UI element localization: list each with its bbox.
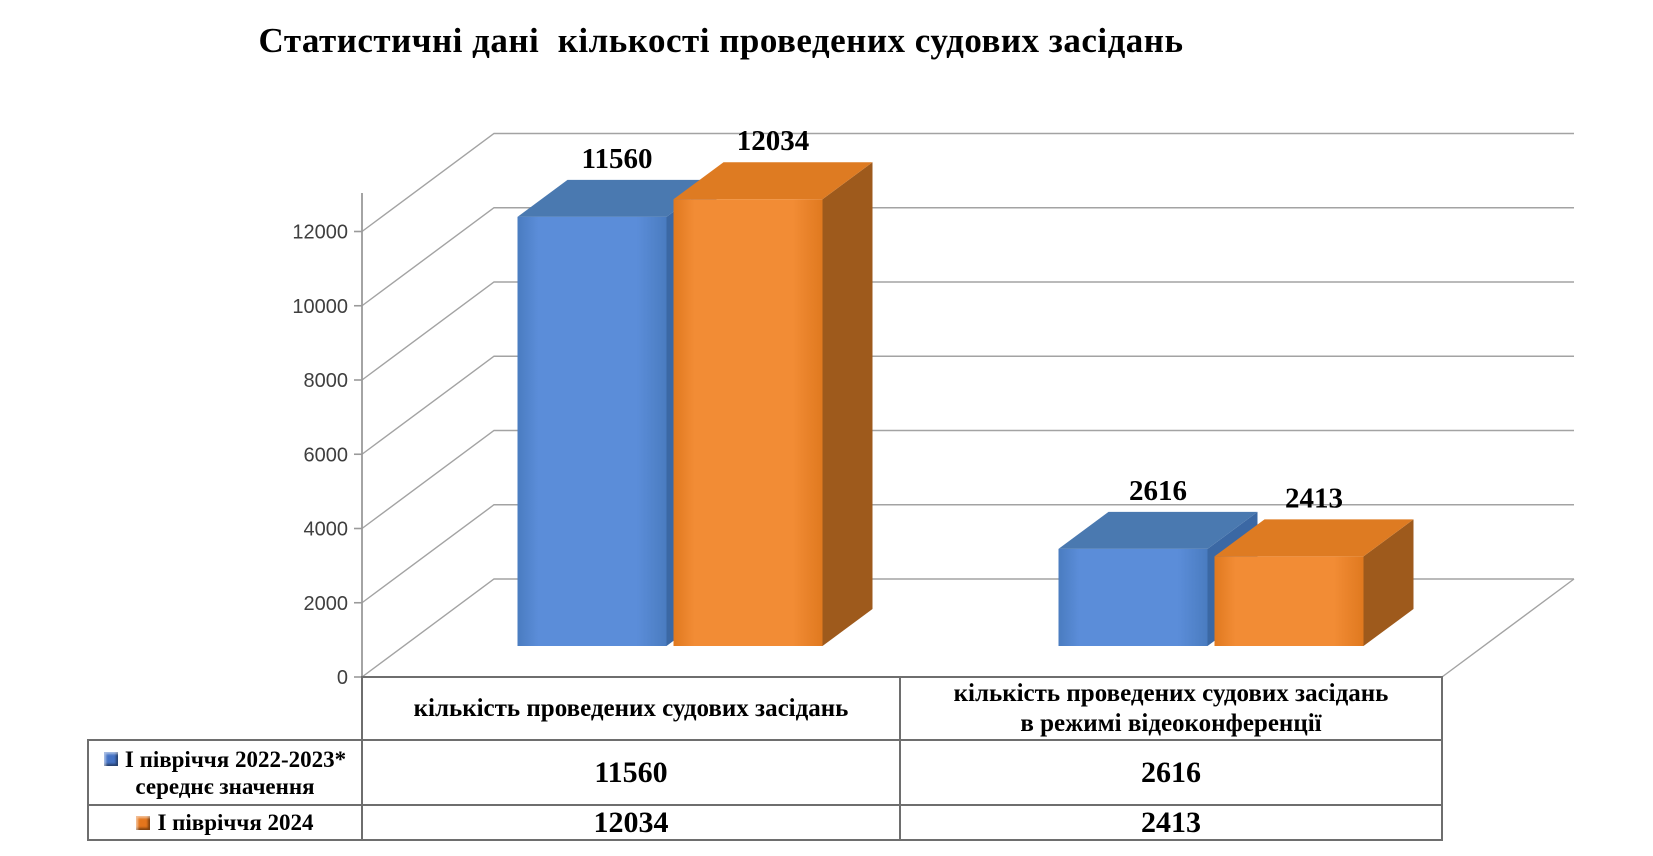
category-header-2-line1: кількість проведених судових засідань [953,679,1389,707]
bar-front-face [673,199,823,647]
bar-front-face [517,216,667,646]
series1-label-line1: І півріччя 2022-2023* [124,746,347,772]
bar-top-face [1058,511,1258,549]
bar-series2-cat2 [1214,519,1414,646]
chart-title: Статистичні дані кількості проведених су… [258,21,1184,60]
bar-top-face [517,179,717,217]
gridline [361,207,1574,307]
series2-label-line1: І півріччя 2024 [157,810,314,835]
y-tick-label: 8000 [304,370,349,392]
y-tick-label: 10000 [292,296,348,318]
gridline [361,132,1574,233]
y-tick-label: 0 [337,667,348,689]
series1-label-line2: середнє значення [135,773,315,799]
bar-series2-cat1 [673,162,873,647]
legend-line: І півріччя 2022-2023* [103,746,347,773]
y-tick-label: 6000 [304,444,349,466]
y-tick-label: 12000 [292,222,348,244]
gridline [361,429,1574,530]
bar-value-label: 2616 [1129,475,1187,507]
bar-value-label: 11560 [582,143,653,175]
category-header-1-text: кількість проведених судових засідань [413,694,849,722]
floor-right-edge [1441,578,1575,678]
bar-front-face [1214,556,1364,646]
bar-side-face [1363,519,1414,646]
bar-top-face [673,162,873,200]
table-value-series1-cat1: 11560 [594,755,668,789]
series2-legend-marker-icon [136,815,151,830]
bar-side-face [822,162,873,647]
category-header-1: кількість проведених судових засідань [362,677,900,740]
legend-row-series2: І півріччя 2024 [88,805,362,840]
legend-line: І півріччя 2024 [136,809,314,836]
y-tick-label: 2000 [304,593,349,615]
y-tick-label: 4000 [304,519,349,541]
gridline [361,504,1574,604]
category-header-2: кількість проведених судових засідань в … [900,677,1442,740]
bar-front-face [1058,548,1208,646]
series1-legend-marker-icon [103,752,118,766]
gridline [361,281,1574,381]
bar-top-face [1214,519,1414,557]
gridline [361,355,1574,455]
table-value-series1-cat2: 2616 [1141,755,1201,789]
legend-row-series1: І півріччя 2022-2023* середнє значення [88,740,362,805]
category-header-2-line2: в режимі відеоконференції [1020,709,1322,737]
bar-value-label: 12034 [737,125,810,157]
bar-value-label: 2413 [1285,482,1343,514]
table-value-series2-cat2: 2413 [1141,805,1201,839]
table-value-series2-cat1: 12034 [593,805,669,839]
